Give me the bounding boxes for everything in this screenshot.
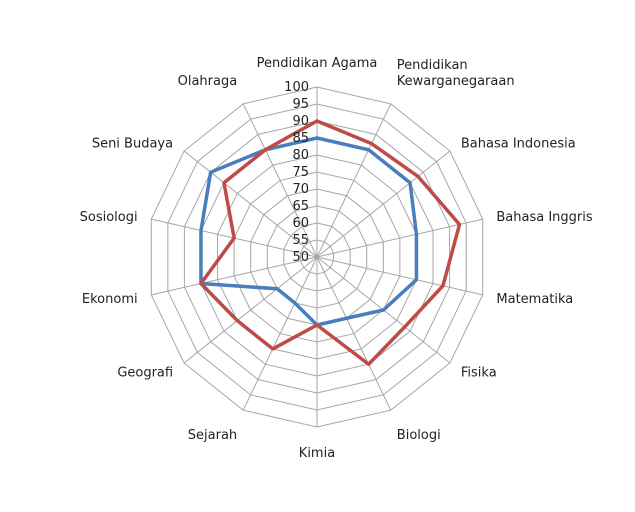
tick-label: 60	[292, 216, 309, 231]
category-label-line: Matematika	[496, 292, 573, 307]
category-label-line: Ekonomi	[82, 292, 138, 307]
tick-label: 85	[292, 131, 309, 146]
tick-label: 90	[292, 114, 309, 129]
tick-label: 70	[292, 182, 309, 197]
category-label: Pendidikan Agama	[257, 56, 378, 71]
category-label-line: Kewarganegaraan	[397, 74, 515, 89]
category-label-line: Fisika	[461, 366, 497, 381]
tick-label: 65	[292, 199, 309, 214]
category-label: Matematika	[496, 292, 573, 307]
category-label-line: Kimia	[299, 446, 335, 461]
category-label-line: Bahasa Indonesia	[461, 136, 576, 151]
grid-spoke	[242, 103, 318, 258]
category-label: Bahasa Indonesia	[461, 136, 576, 151]
category-label: Fisika	[461, 366, 497, 381]
grid-spoke	[316, 150, 451, 258]
category-label-line: Pendidikan	[397, 58, 468, 73]
category-label: Geografi	[117, 366, 173, 381]
category-label-line: Sejarah	[188, 428, 237, 443]
category-label: Bahasa Inggris	[496, 210, 592, 225]
grid-spoke	[151, 256, 318, 296]
grid-spoke	[183, 256, 318, 364]
category-label: Kimia	[299, 446, 335, 461]
category-label: Biologi	[397, 428, 441, 443]
category-label-line: Sosiologi	[80, 210, 138, 225]
grid-spoke	[316, 256, 483, 296]
grid-spoke	[316, 218, 483, 258]
category-label-line: Geografi	[117, 366, 173, 381]
tick-label: 55	[292, 233, 309, 248]
grid-spoke	[316, 103, 392, 258]
category-label: Sosiologi	[80, 210, 138, 225]
series-line-2	[199, 119, 462, 366]
category-label: Pendidikan Kewarganegaraan	[397, 58, 515, 89]
category-label: Sejarah	[188, 428, 237, 443]
category-label-line: Pendidikan Agama	[257, 56, 378, 71]
tick-label: 100	[284, 80, 309, 95]
category-label-line: Bahasa Inggris	[496, 210, 592, 225]
category-labels: Pendidikan Agama Pendidikan Kewarganegaraa…	[80, 56, 593, 461]
category-label: Seni Budaya	[92, 136, 173, 151]
series-lines	[199, 119, 462, 366]
tick-label: 75	[292, 165, 309, 180]
category-label-line: Biologi	[397, 428, 441, 443]
grid-spoke	[242, 256, 318, 411]
category-label-line: Olahraga	[178, 74, 238, 89]
grid	[150, 86, 484, 428]
tick-label: 50	[292, 250, 309, 265]
tick-label: 80	[292, 148, 309, 163]
grid-spoke	[316, 256, 392, 411]
category-label-line: Seni Budaya	[92, 136, 173, 151]
category-label: Olahraga	[178, 74, 238, 89]
category-label: Ekonomi	[82, 292, 138, 307]
tick-label: 95	[292, 97, 309, 112]
grid-spoke	[183, 150, 318, 258]
radial-tick-labels: 50 55 60 65 70 75 80 85 90 95 100	[284, 80, 309, 265]
